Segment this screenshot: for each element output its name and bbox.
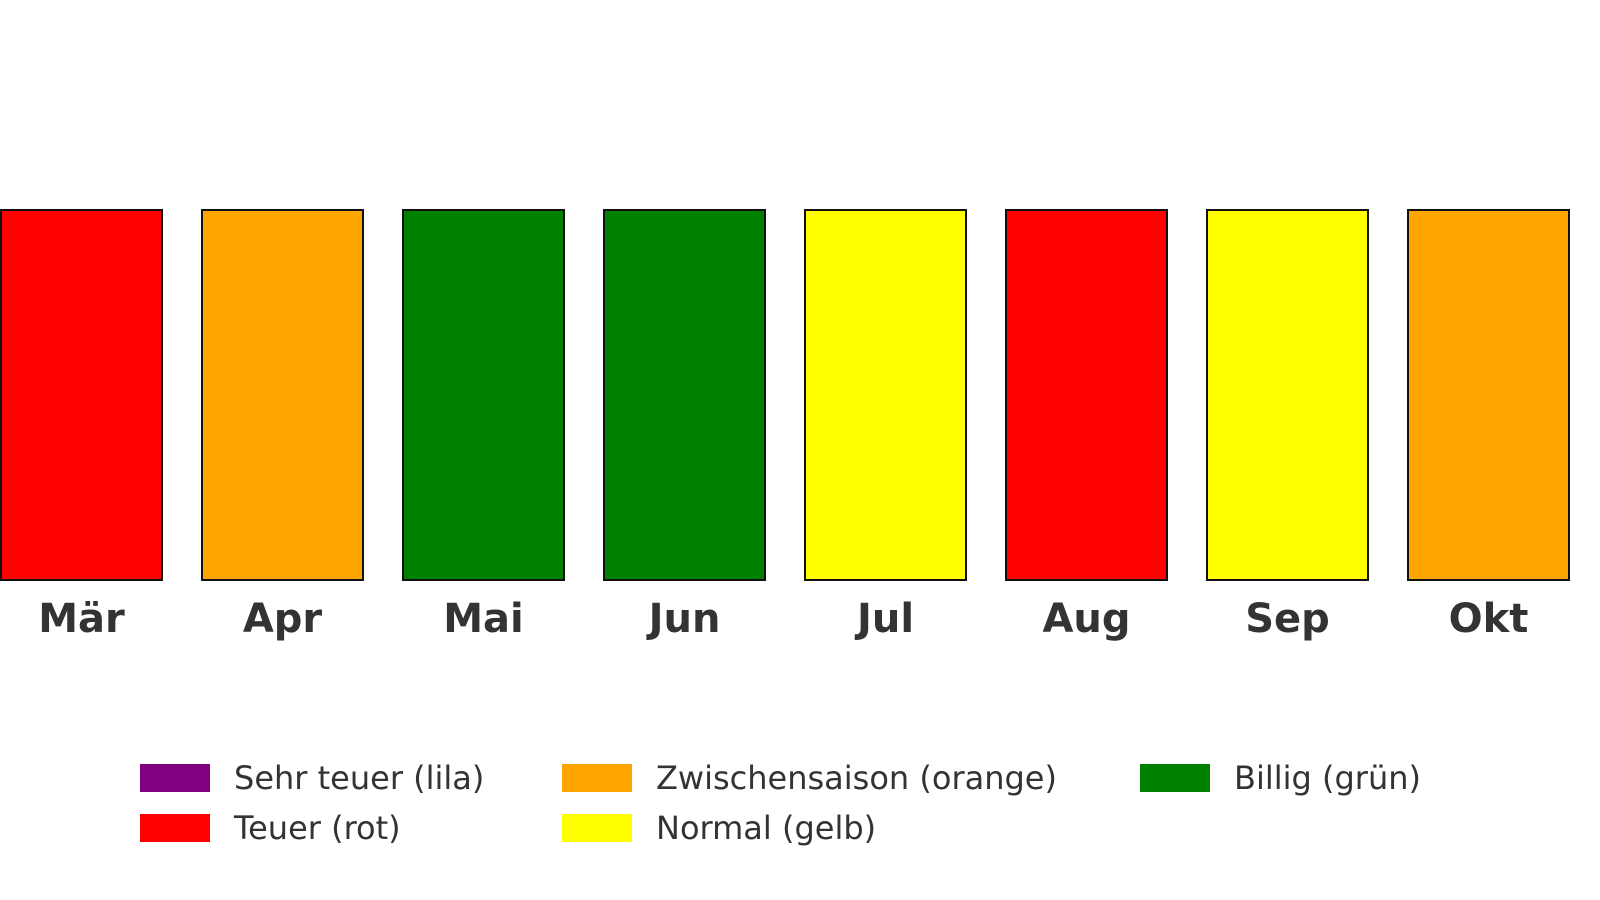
month-label-jul: Jul — [854, 596, 914, 642]
legend-label-normal: Normal (gelb) — [656, 809, 877, 847]
bar-okt — [1407, 209, 1570, 581]
legend-item-sehr-teuer: Sehr teuer (lila) — [140, 758, 484, 798]
month-label-aug: Aug — [1042, 596, 1130, 642]
legend-item-billig: Billig (grün) — [1140, 758, 1421, 798]
bar-aug — [1005, 209, 1168, 581]
legend-item-zwischensaison: Zwischensaison (orange) — [562, 758, 1057, 798]
bar-mai — [402, 209, 565, 581]
legend-swatch-sehr-teuer — [140, 764, 210, 792]
legend-label-sehr-teuer: Sehr teuer (lila) — [234, 759, 485, 797]
legend-label-teuer: Teuer (rot) — [234, 809, 401, 847]
month-label-mai: Mai — [443, 596, 524, 642]
month-label-m-r: Mär — [38, 596, 125, 642]
legend-label-billig: Billig (grün) — [1234, 759, 1421, 797]
bar-apr — [201, 209, 364, 581]
bar-sep — [1206, 209, 1369, 581]
month-label-okt: Okt — [1449, 596, 1529, 642]
legend-swatch-teuer — [140, 814, 210, 842]
bars-group — [0, 209, 1570, 581]
month-labels-group: Mär Apr Mai Jun Jul Aug Sep Okt — [38, 596, 1528, 642]
legend-swatch-zwischensaison — [562, 764, 632, 792]
bar-m-r — [0, 209, 163, 581]
legend-label-zwischensaison: Zwischensaison (orange) — [656, 759, 1057, 797]
legend-item-teuer: Teuer (rot) — [140, 808, 401, 848]
legend-swatch-normal — [562, 814, 632, 842]
month-label-sep: Sep — [1245, 596, 1330, 642]
legend: Sehr teuer (lila) Zwischensaison (orange… — [140, 758, 1480, 858]
legend-item-normal: Normal (gelb) — [562, 808, 876, 848]
month-label-apr: Apr — [243, 596, 323, 642]
legend-swatch-billig — [1140, 764, 1210, 792]
bar-jun — [603, 209, 766, 581]
month-label-jun: Jun — [646, 596, 721, 642]
bar-jul — [804, 209, 967, 581]
